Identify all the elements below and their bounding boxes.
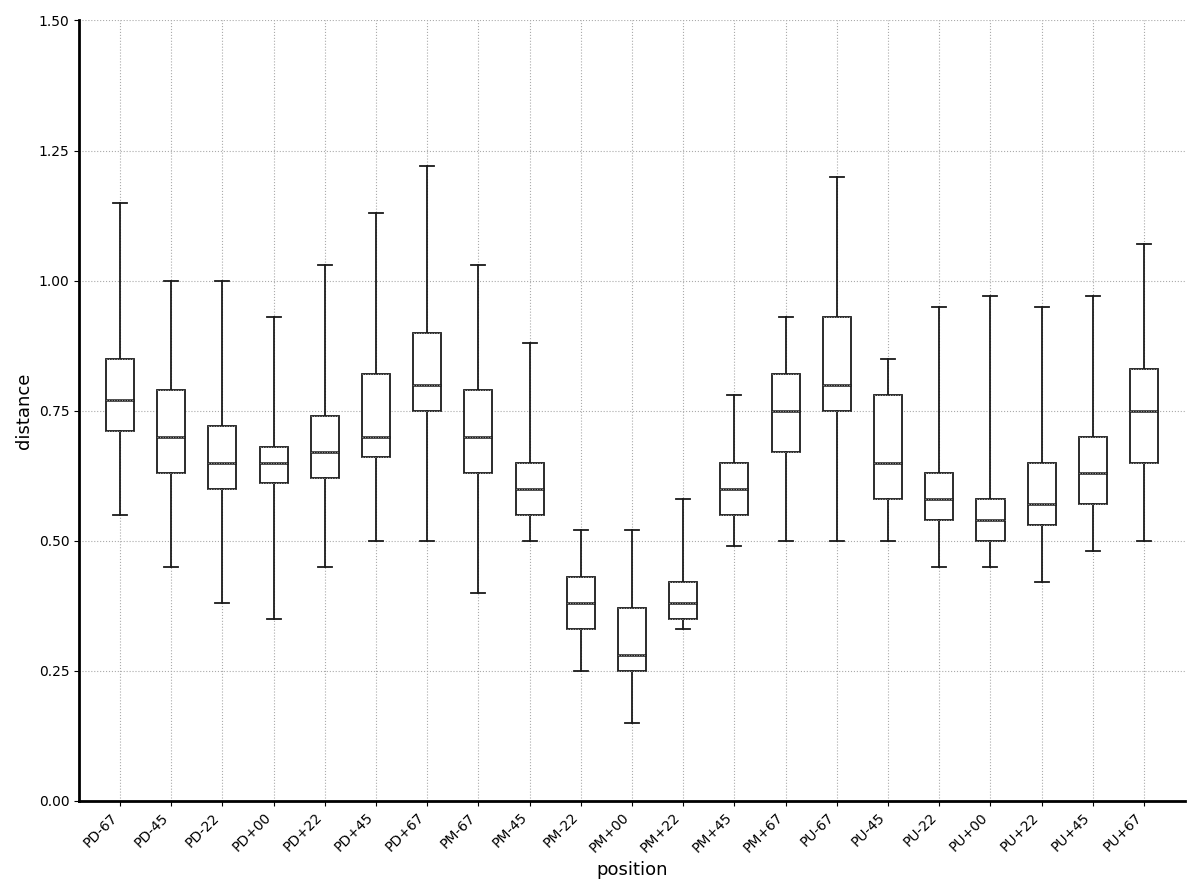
PathPatch shape (311, 416, 338, 478)
PathPatch shape (618, 608, 646, 670)
PathPatch shape (823, 317, 851, 410)
PathPatch shape (1130, 369, 1158, 462)
PathPatch shape (362, 375, 390, 458)
PathPatch shape (1027, 462, 1056, 525)
PathPatch shape (413, 333, 442, 410)
PathPatch shape (464, 390, 492, 473)
PathPatch shape (874, 395, 902, 499)
PathPatch shape (106, 358, 134, 432)
PathPatch shape (720, 462, 749, 515)
PathPatch shape (925, 473, 953, 519)
Y-axis label: distance: distance (14, 373, 32, 449)
X-axis label: position: position (596, 861, 667, 879)
PathPatch shape (977, 499, 1004, 541)
PathPatch shape (772, 375, 799, 452)
PathPatch shape (259, 447, 288, 484)
PathPatch shape (516, 462, 544, 515)
PathPatch shape (566, 577, 595, 629)
PathPatch shape (1079, 436, 1106, 504)
PathPatch shape (157, 390, 185, 473)
PathPatch shape (209, 426, 236, 489)
PathPatch shape (670, 582, 697, 619)
